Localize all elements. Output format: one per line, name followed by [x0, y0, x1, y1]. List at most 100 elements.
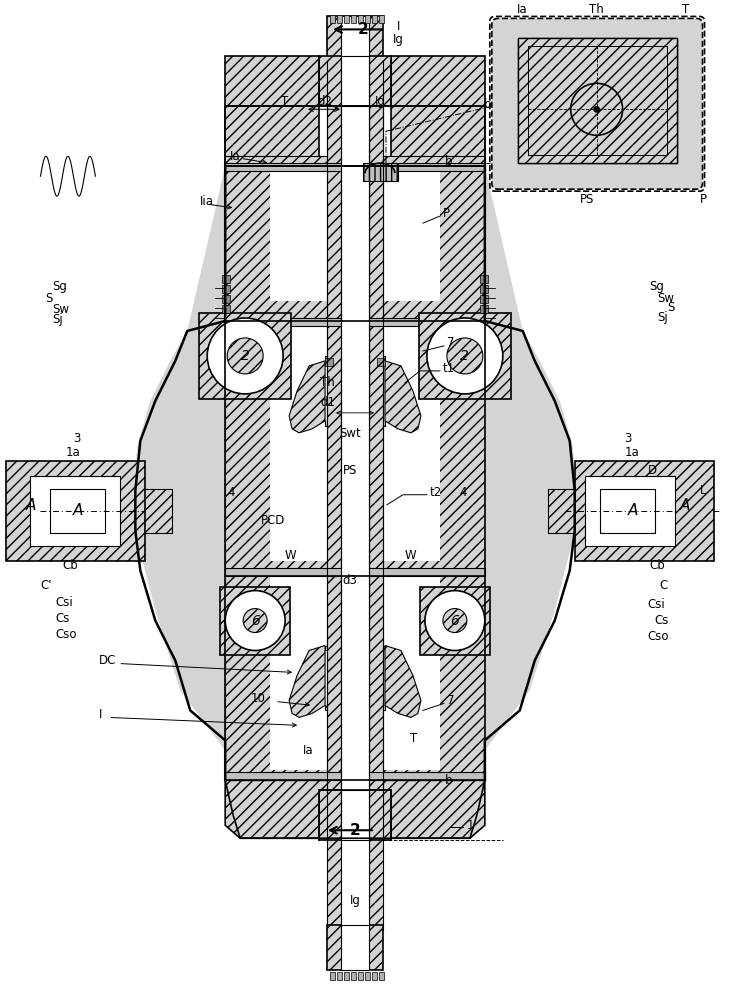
Text: Ig: Ig	[393, 33, 404, 46]
Text: Ig: Ig	[350, 894, 361, 907]
FancyBboxPatch shape	[492, 18, 702, 189]
Text: T: T	[410, 732, 417, 745]
Text: A: A	[627, 503, 638, 518]
Bar	[341, 790, 369, 840]
Text: 6: 6	[450, 614, 459, 628]
Bar	[358, 972, 363, 980]
Text: 2: 2	[461, 349, 469, 363]
Circle shape	[227, 338, 263, 374]
Bar	[222, 305, 230, 313]
Bar	[325, 358, 333, 366]
Text: b: b	[445, 774, 453, 787]
Text: Ia: Ia	[516, 3, 527, 16]
Bar	[420, 587, 490, 655]
Text: Sg: Sg	[650, 280, 664, 293]
Text: 7: 7	[447, 336, 454, 349]
Bar	[31, 476, 120, 546]
Polygon shape	[225, 780, 485, 838]
Text: Iia: Iia	[200, 195, 214, 208]
Bar	[50, 489, 105, 533]
Text: T: T	[282, 95, 289, 108]
Bar	[528, 46, 666, 155]
Bar	[225, 106, 319, 166]
Text: PS: PS	[580, 193, 594, 206]
Bar	[325, 646, 385, 710]
Text: Cs: Cs	[655, 614, 669, 627]
Text: Csi: Csi	[648, 598, 665, 611]
Text: T: T	[683, 3, 690, 16]
Text: 1a: 1a	[66, 446, 80, 459]
Text: W: W	[284, 549, 296, 562]
Text: 2: 2	[358, 22, 369, 37]
Text: 6: 6	[250, 614, 260, 628]
Bar	[199, 313, 291, 399]
Bar	[341, 16, 369, 61]
Bar	[327, 16, 383, 61]
Bar	[341, 61, 369, 930]
Circle shape	[425, 591, 485, 651]
Bar	[377, 358, 385, 366]
Text: d2: d2	[318, 95, 333, 108]
Bar	[372, 15, 377, 23]
Text: P: P	[443, 207, 450, 220]
Bar	[330, 972, 335, 980]
Bar	[391, 56, 485, 106]
Bar	[325, 651, 385, 705]
Text: A: A	[26, 498, 36, 513]
Circle shape	[443, 609, 467, 633]
Bar	[142, 489, 172, 533]
Text: 2: 2	[350, 823, 361, 838]
Text: D: D	[648, 464, 657, 477]
Bar	[270, 576, 440, 770]
Bar	[225, 56, 319, 106]
Text: d1: d1	[320, 396, 335, 409]
Text: 1: 1	[467, 819, 474, 832]
Bar	[327, 925, 383, 970]
Text: 10: 10	[250, 692, 265, 705]
Bar	[330, 15, 335, 23]
Bar	[325, 361, 385, 421]
Bar	[225, 318, 485, 326]
Text: b: b	[445, 155, 453, 168]
Text: Ig: Ig	[375, 95, 386, 108]
Text: 3: 3	[73, 432, 80, 445]
Text: Sw: Sw	[658, 292, 675, 305]
Text: PS: PS	[343, 464, 357, 477]
Circle shape	[593, 106, 599, 112]
Text: Cso: Cso	[648, 630, 669, 643]
Text: Sw: Sw	[53, 303, 69, 316]
Polygon shape	[385, 361, 421, 433]
Text: Cb: Cb	[650, 559, 665, 572]
Text: Ia: Ia	[230, 150, 241, 163]
Polygon shape	[385, 646, 421, 717]
Bar	[419, 313, 511, 399]
Text: I: I	[99, 708, 101, 721]
Bar	[372, 972, 377, 980]
Text: Th: Th	[589, 3, 604, 16]
Bar	[222, 275, 230, 283]
Bar	[6, 461, 145, 561]
Bar	[225, 772, 485, 780]
Text: Csi: Csi	[55, 596, 73, 609]
Bar	[225, 568, 485, 576]
Text: t1: t1	[443, 362, 455, 375]
Text: 4: 4	[227, 486, 235, 499]
Text: Sg: Sg	[53, 280, 67, 293]
Bar	[369, 61, 383, 930]
Text: DC: DC	[99, 654, 116, 667]
Text: Cs: Cs	[55, 612, 70, 625]
Circle shape	[427, 318, 503, 394]
Text: PCD: PCD	[261, 514, 285, 527]
Text: d3: d3	[342, 574, 358, 587]
Bar	[222, 285, 230, 293]
Bar	[344, 972, 349, 980]
Text: 1a: 1a	[625, 446, 639, 459]
Text: C': C'	[40, 579, 52, 592]
Bar	[344, 15, 349, 23]
Text: 7: 7	[447, 694, 454, 707]
Bar	[480, 305, 488, 313]
Bar	[363, 163, 398, 181]
Polygon shape	[289, 361, 325, 433]
Text: W: W	[404, 549, 416, 562]
Bar	[319, 56, 391, 106]
